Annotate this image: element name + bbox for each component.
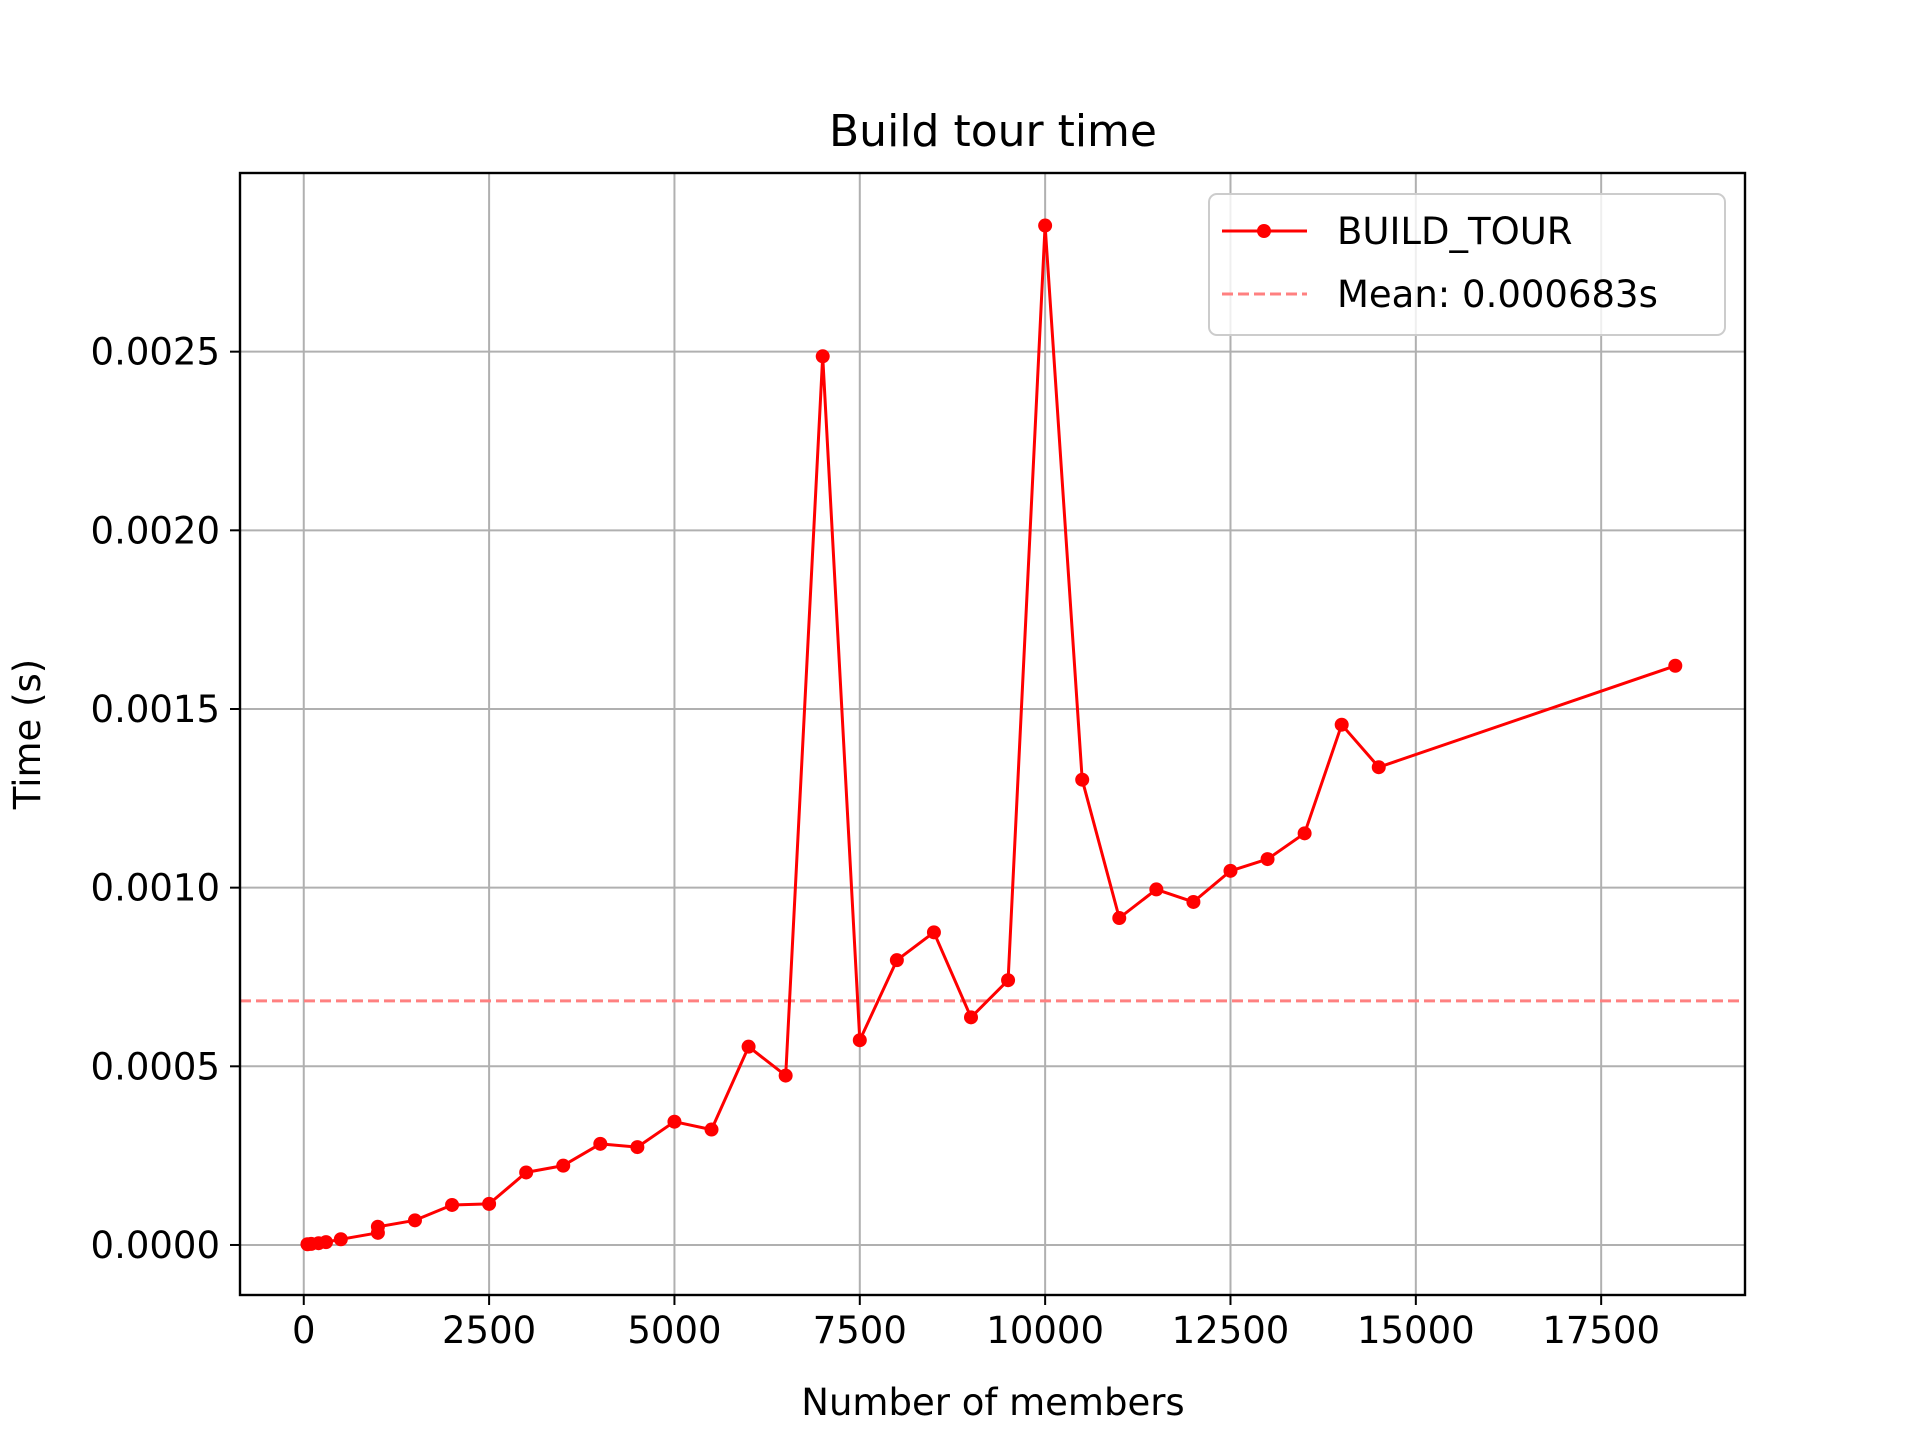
build-tour-point (482, 1196, 497, 1211)
x-tick-label: 2500 (442, 1309, 536, 1352)
build-tour-point (741, 1039, 756, 1054)
build-tour-point (852, 1033, 867, 1048)
build-tour-point (1186, 894, 1201, 909)
build-tour-point (1371, 760, 1386, 775)
x-tick-label: 12500 (1172, 1309, 1290, 1352)
legend-series-label: BUILD_TOUR (1337, 210, 1573, 253)
build-tour-point (333, 1232, 348, 1247)
build-tour-point (319, 1235, 333, 1250)
build-tour-point (1297, 826, 1312, 841)
x-tick-label: 17500 (1542, 1309, 1660, 1352)
x-tick-label: 10000 (986, 1309, 1104, 1352)
y-axis-label: Time (s) (6, 659, 49, 810)
build-tour-point (1668, 658, 1683, 673)
series-layer (300, 218, 1683, 1252)
build-tour-point (370, 1219, 385, 1234)
grid (240, 173, 1745, 1295)
build-tour-point (1075, 772, 1090, 787)
legend-series-marker (1257, 224, 1271, 238)
build-tour-point (926, 925, 941, 940)
build-tour-point (630, 1140, 645, 1155)
y-tick-label: 0.0015 (91, 688, 220, 731)
build-tour-point (667, 1114, 682, 1129)
y-tick-label: 0.0025 (91, 331, 220, 374)
build-tour-point (964, 1010, 978, 1025)
legend-mean-label: Mean: 0.000683s (1337, 273, 1658, 316)
x-tick-label: 15000 (1357, 1309, 1475, 1352)
build-tour-point (1112, 911, 1127, 926)
legend: BUILD_TOUR Mean: 0.000683s (1208, 193, 1726, 336)
build-tour-point (1260, 852, 1275, 867)
y-tick-label: 0.0010 (91, 867, 220, 910)
build-tour-point (778, 1068, 793, 1083)
build-tour-point (1001, 973, 1016, 988)
build-tour-point (704, 1122, 719, 1137)
y-tick-label: 0.0000 (91, 1224, 220, 1267)
build-tour-point (593, 1136, 608, 1151)
plot-frame (238, 171, 1747, 1297)
y-tick-label: 0.0020 (91, 509, 220, 552)
x-tick-label: 5000 (627, 1309, 721, 1352)
build-tour-point (1334, 717, 1349, 732)
x-tick-label: 0 (292, 1309, 316, 1352)
build-tour-point (889, 953, 904, 968)
build-tour-point (407, 1213, 422, 1228)
plot-area-background (240, 173, 1745, 1295)
build-tour-point (815, 349, 830, 364)
chart-title: Build tour time (829, 106, 1157, 157)
y-tick-label: 0.0005 (91, 1045, 220, 1088)
build-tour-point (1038, 218, 1053, 233)
ticks: 0 2500 5000 7500 10000 12500 15000 17500 0.0000 0… (91, 331, 1660, 1352)
build-tour-point (519, 1165, 534, 1180)
x-axis-label: Number of members (801, 1381, 1184, 1424)
build-tour-point (1149, 882, 1164, 897)
build-tour-point (1223, 863, 1238, 878)
x-tick-label: 7500 (813, 1309, 907, 1352)
build-tour-point (445, 1197, 460, 1212)
legend-box (1208, 193, 1726, 336)
build-tour-point (556, 1158, 571, 1173)
